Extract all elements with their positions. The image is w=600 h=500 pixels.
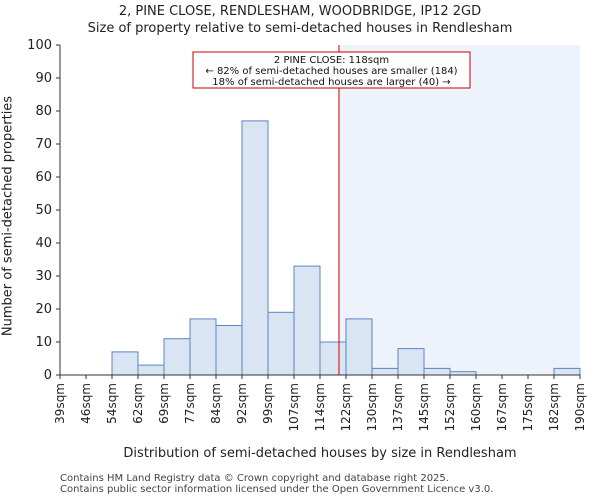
x-tick-label: 69sqm — [157, 383, 171, 424]
bar-99sqm — [267, 311, 295, 376]
x-tick-label: 46sqm — [79, 383, 93, 424]
x-tick-label: 77sqm — [183, 383, 197, 424]
bar-62sqm — [137, 364, 165, 376]
x-tick-label: 137sqm — [391, 383, 405, 431]
x-tick-label: 39sqm — [53, 383, 67, 424]
bar-137sqm — [397, 348, 425, 376]
annotation-smaller: ← 82% of semi-detached houses are smalle… — [205, 66, 457, 77]
bar-77sqm — [189, 318, 217, 376]
y-tick-label: 10 — [35, 335, 52, 350]
bar-182sqm — [553, 367, 581, 376]
annotation-title: 2 PINE CLOSE: 118sqm — [274, 55, 389, 66]
x-tick-label: 62sqm — [131, 383, 145, 424]
y-tick-label: 30 — [35, 269, 52, 284]
bar-54sqm — [111, 351, 139, 376]
x-tick-label: 99sqm — [261, 383, 275, 424]
y-tick-label: 100 — [27, 38, 52, 53]
bar-92sqm — [241, 120, 269, 376]
x-tick-label: 190sqm — [573, 383, 587, 431]
chart-title: 2, PINE CLOSE, RENDLESHAM, WOODBRIDGE, I… — [118, 4, 482, 19]
x-tick-label: 175sqm — [521, 383, 535, 431]
footer-licence: Contains public sector information licen… — [60, 484, 494, 495]
y-axis-label: Number of semi-detached properties — [0, 95, 16, 337]
x-tick-label: 122sqm — [339, 383, 353, 431]
annotation-larger: 18% of semi-detached houses are larger (… — [212, 77, 450, 88]
y-tick-label: 50 — [35, 203, 52, 218]
x-tick-label: 92sqm — [235, 383, 249, 424]
annotation-box — [192, 51, 471, 89]
bar-114sqm — [319, 341, 347, 376]
bar-145sqm — [423, 367, 451, 376]
bar-130sqm — [371, 367, 399, 376]
x-tick-label: 107sqm — [287, 383, 301, 431]
larger-region-shade — [338, 45, 580, 375]
y-tick-label: 70 — [35, 137, 52, 152]
x-tick-label: 160sqm — [469, 383, 483, 431]
y-tick-label: 40 — [35, 236, 52, 251]
bar-107sqm — [293, 265, 321, 376]
footer-copyright: Contains HM Land Registry data © Crown c… — [60, 473, 449, 484]
x-tick-label: 182sqm — [547, 383, 561, 431]
bar-84sqm — [215, 325, 243, 376]
bar-122sqm — [345, 318, 373, 376]
y-tick-label: 80 — [35, 104, 52, 119]
y-tick-label: 20 — [35, 302, 52, 317]
y-tick-label: 90 — [35, 71, 52, 86]
x-tick-label: 54sqm — [105, 383, 119, 424]
y-tick-label: 0 — [44, 368, 52, 383]
y-tick-label: 60 — [35, 170, 52, 185]
chart-subtitle: Size of property relative to semi-detach… — [87, 21, 513, 36]
x-tick-label: 145sqm — [417, 383, 431, 431]
x-tick-label: 114sqm — [313, 383, 327, 431]
x-tick-label: 84sqm — [209, 383, 223, 424]
x-tick-label: 167sqm — [495, 383, 509, 431]
bar-69sqm — [163, 338, 191, 376]
x-tick-label: 152sqm — [443, 383, 457, 431]
x-axis-label: Distribution of semi-detached houses by … — [123, 446, 517, 461]
x-tick-label: 130sqm — [365, 383, 379, 431]
